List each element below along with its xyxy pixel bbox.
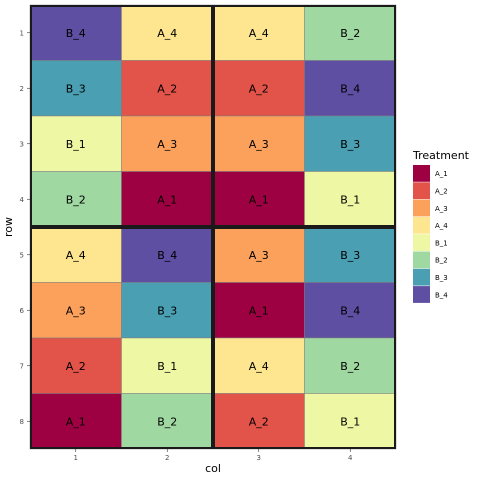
heatmap-cell: [304, 226, 397, 283]
heatmap-cell: [121, 171, 214, 228]
legend-label: B_4: [435, 291, 448, 299]
cell-label: B_1: [66, 138, 86, 151]
legend-label: B_3: [435, 274, 448, 282]
cell-label: B_1: [340, 415, 360, 428]
legend-key: [413, 182, 430, 200]
block-border: [30, 227, 213, 449]
legend-label: A_2: [435, 187, 448, 195]
heatmap-cell: [212, 4, 305, 61]
cell-label: A_3: [249, 249, 269, 262]
x-axis-title: col: [205, 462, 221, 475]
legend-key: [413, 286, 430, 303]
heatmap-cell: [212, 115, 305, 172]
cell-label: B_3: [340, 249, 360, 262]
x-tick-label: 3: [257, 454, 261, 462]
y-tick-label: 2: [20, 85, 24, 93]
heatmap-cell: [212, 337, 305, 394]
cell-label: B_4: [157, 249, 177, 262]
heatmap-cell: [304, 393, 397, 450]
y-tick-label: 8: [20, 418, 24, 426]
y-tick-label: 4: [20, 196, 25, 204]
legend-key: [413, 216, 430, 234]
legend: Treatment A_1 A_2 A_3 A_4 B_1 B_2 B_3 B_4: [412, 149, 470, 303]
cell-label: B_3: [157, 304, 177, 317]
legend-label: B_2: [435, 257, 448, 265]
cell-label: A_3: [157, 138, 177, 151]
block-border: [213, 227, 396, 449]
legend-key: [413, 251, 430, 269]
heatmap-cell: [304, 337, 397, 394]
cell-label: B_2: [340, 27, 360, 40]
legend-label: A_3: [435, 205, 448, 213]
legend-title: Treatment: [412, 149, 470, 162]
legend-label: A_1: [435, 170, 448, 178]
cell-label: A_2: [66, 360, 86, 373]
legend-label: B_1: [435, 239, 448, 247]
cell-label: B_4: [340, 82, 360, 95]
cell-label: A_1: [249, 193, 269, 206]
heatmap-cell: [29, 115, 122, 172]
cell-label: B_4: [340, 304, 360, 317]
y-axis: 1 2 3 4 5 6 7 8: [20, 29, 30, 426]
heatmap-cell: [121, 226, 214, 283]
heatmap-cell: [212, 393, 305, 450]
cell-label: A_2: [249, 415, 269, 428]
x-axis: 1 2 3 4: [74, 449, 353, 462]
cell-label: B_2: [340, 360, 360, 373]
heatmap-cell: [212, 60, 305, 117]
cell-label: B_1: [157, 360, 177, 373]
cell-label: A_2: [249, 82, 269, 95]
cell-label: B_2: [157, 415, 177, 428]
heatmap-cell: [304, 60, 397, 117]
cell-label: A_1: [66, 415, 86, 428]
legend-key: [413, 234, 430, 251]
legend-key: [413, 268, 430, 286]
cell-label: A_4: [157, 27, 177, 40]
cell-label: B_3: [66, 82, 86, 95]
cell-label: A_4: [249, 27, 269, 40]
heatmap-cell: [304, 171, 397, 228]
heatmap-cell: [29, 337, 122, 394]
heatmap-cell: [29, 4, 122, 61]
block-border: [30, 5, 213, 227]
heatmap-cell: [212, 282, 305, 339]
cell-label: B_1: [340, 193, 360, 206]
heatmap-cell: [121, 282, 214, 339]
cell-label: B_2: [66, 193, 86, 206]
cell-label: A_3: [249, 138, 269, 151]
heatmap-cell: [29, 171, 122, 228]
heatmap-cell: [29, 226, 122, 283]
y-axis-title: row: [2, 217, 15, 237]
cell-label: A_2: [157, 82, 177, 95]
cell-label: A_4: [249, 360, 269, 373]
cell-label: A_4: [66, 249, 86, 262]
cell-label: A_1: [157, 193, 177, 206]
heatmap-cell: [121, 115, 214, 172]
y-tick-label: 6: [20, 307, 25, 315]
legend-label: A_4: [435, 222, 448, 230]
blocks-layer: [30, 5, 396, 449]
heatmap-cell: [29, 393, 122, 450]
cell-label: B_3: [340, 138, 360, 151]
x-tick-label: 4: [348, 454, 353, 462]
cell-label: A_1: [249, 304, 269, 317]
heatmap-cell: [212, 226, 305, 283]
y-tick-label: 7: [20, 362, 24, 370]
heatmap-cell: [29, 60, 122, 117]
cell-label: B_4: [66, 27, 86, 40]
y-tick-label: 3: [20, 140, 24, 148]
block-border: [213, 5, 396, 227]
x-tick-label: 1: [74, 454, 78, 462]
x-tick-label: 2: [165, 454, 169, 462]
y-tick-label: 5: [20, 251, 24, 259]
y-tick-label: 1: [20, 29, 24, 37]
legend-key: [413, 199, 430, 217]
heatmap-cell: [121, 337, 214, 394]
legend-key: [413, 165, 430, 182]
cells-layer: B_4 A_4 A_4 B_2 B_3 A_2 A_2 B_4 B_1 A_3 A_3 B_3 B_2 A…: [29, 4, 397, 450]
cell-label: A_3: [66, 304, 86, 317]
heatmap-cell: [121, 60, 214, 117]
